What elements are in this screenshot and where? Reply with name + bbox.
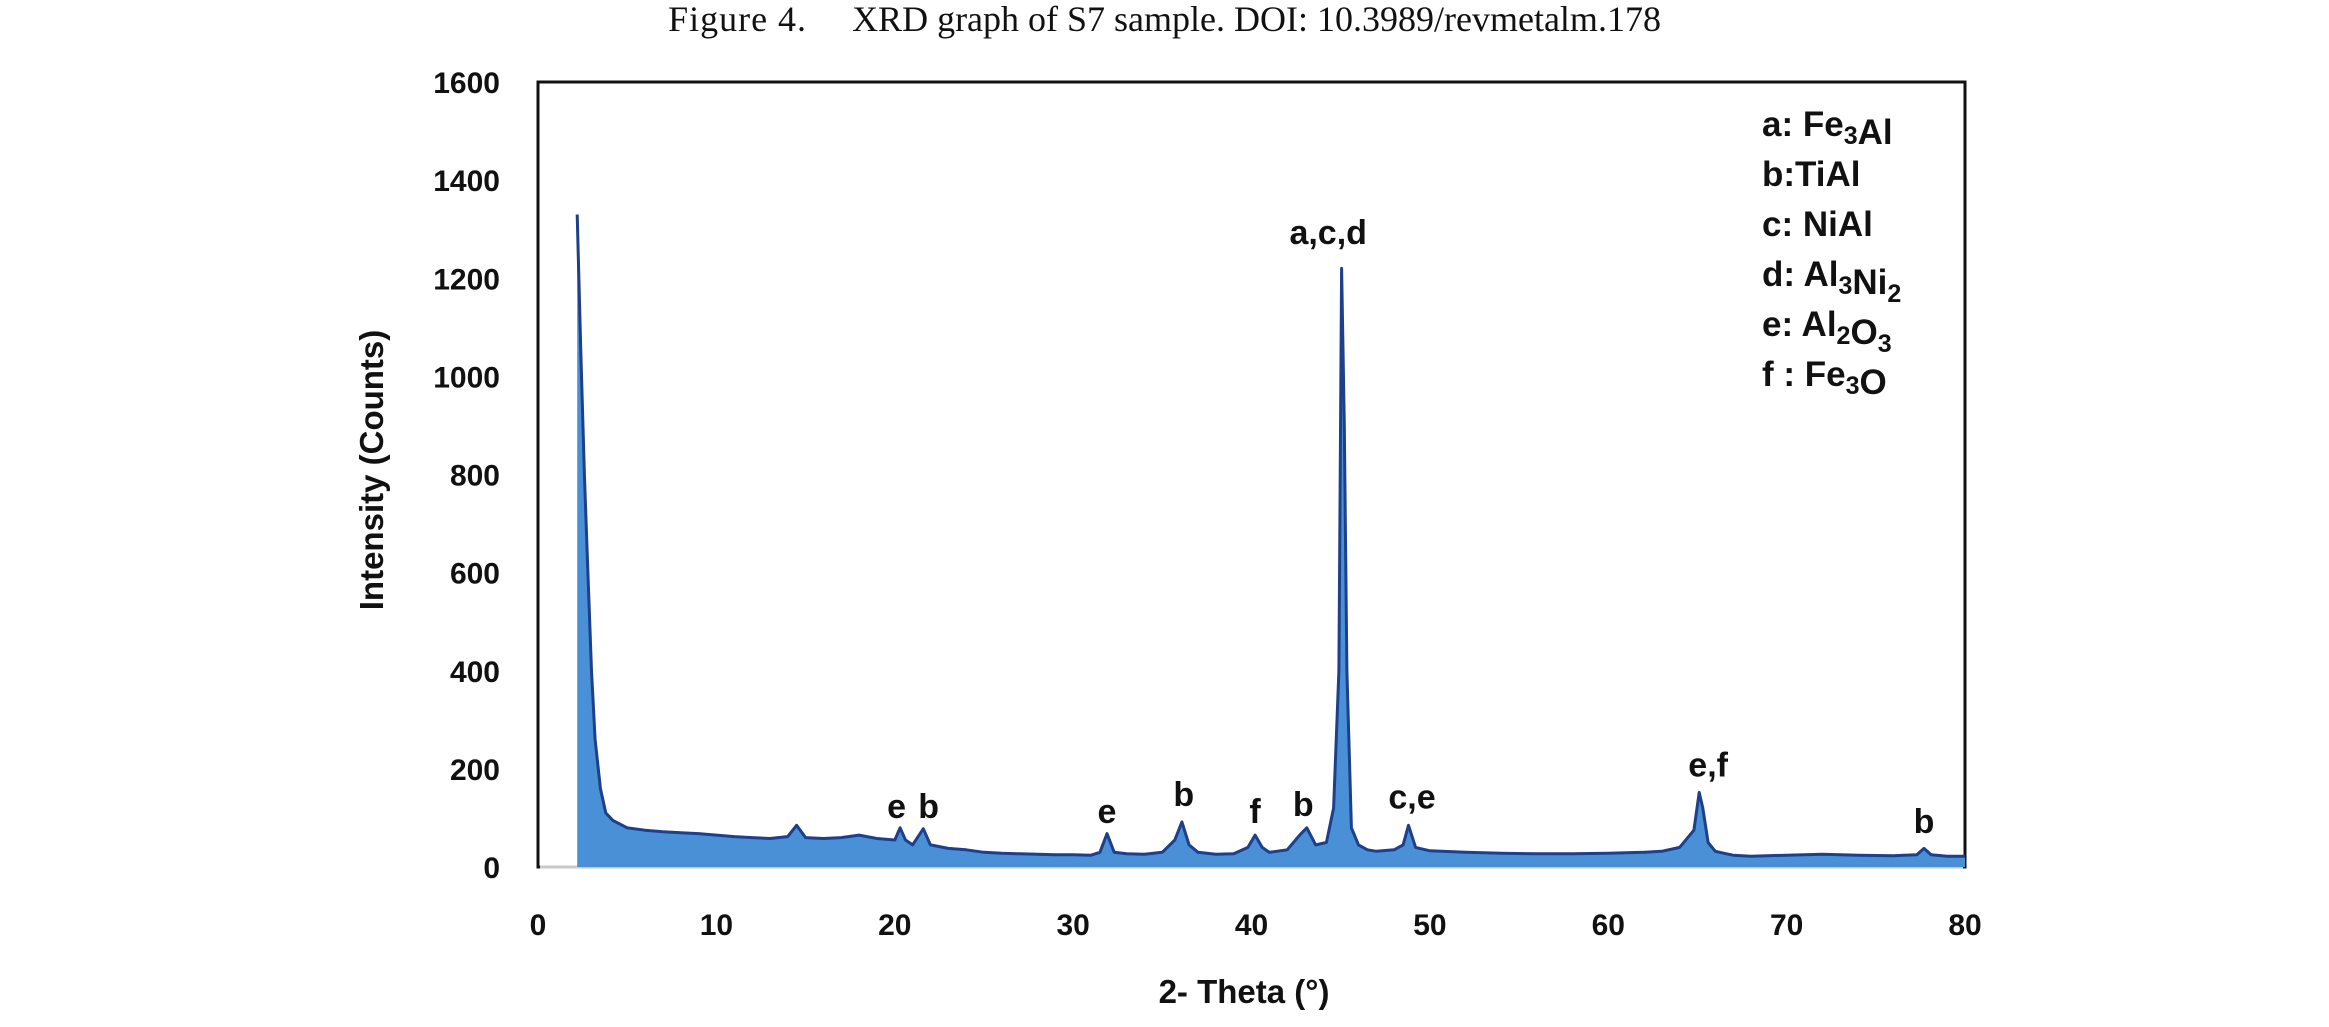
x-tick-label: 20 — [878, 909, 911, 942]
y-tick-label: 1000 — [433, 361, 500, 394]
peak-label: b — [918, 788, 939, 826]
series-area-0 — [577, 214, 1966, 867]
x-tick-label: 70 — [1770, 909, 1803, 942]
y-tick-label: 600 — [450, 558, 500, 591]
y-tick-label: 200 — [450, 754, 500, 787]
peak-label: b — [1173, 776, 1194, 814]
series-line-0 — [575, 214, 1965, 858]
legend-entry: d: Al3Ni2 — [1762, 255, 1901, 308]
x-axis-ticks: 0 10 20 30 40 50 60 70 80 — [530, 909, 1982, 942]
y-tick-label: 1600 — [433, 67, 500, 100]
peak-label: b — [1914, 803, 1935, 841]
y-tick-label: 0 — [483, 852, 500, 885]
peak-label: e — [887, 788, 906, 826]
peak-labels: e b e b f ba,c,dc,ee,fb — [887, 214, 1934, 841]
y-tick-label: 1200 — [433, 263, 500, 296]
x-tick-label: 80 — [1948, 909, 1981, 942]
peak-label: c,e — [1388, 778, 1435, 816]
peak-label: e — [1098, 793, 1117, 831]
x-tick-label: 30 — [1056, 909, 1089, 942]
y-axis-title: Intensity (Counts) — [353, 330, 390, 610]
peak-label: a,c,d — [1289, 214, 1366, 252]
y-axis-ticks: 0 200 400 600 800 1000 1200 1400 1600 — [433, 67, 500, 885]
figure-label: Figure 4. — [668, 0, 808, 39]
legend-entry: f : Fe3O — [1762, 355, 1887, 402]
figure-caption: Figure 4. XRD graph of S7 sample. DOI: 1… — [0, 0, 2329, 50]
x-tick-label: 10 — [700, 909, 733, 942]
legend-entry: b:TiAl — [1762, 155, 1861, 194]
peak-label: e,f — [1688, 747, 1728, 785]
x-tick-label: 60 — [1592, 909, 1625, 942]
figure-caption-text: XRD graph of S7 sample. DOI: 10.3989/rev… — [852, 0, 1661, 39]
peak-label: f — [1249, 793, 1261, 831]
x-tick-label: 0 — [530, 909, 547, 942]
legend-entry: e: Al2O3 — [1762, 305, 1892, 358]
y-tick-label: 800 — [450, 460, 500, 493]
plot-frame — [536, 80, 1967, 869]
x-tick-label: 40 — [1235, 909, 1268, 942]
y-tick-label: 1400 — [433, 165, 500, 198]
x-axis-title: 2- Theta (°) — [1159, 973, 1330, 1010]
peak-label: b — [1293, 786, 1314, 824]
legend-entry: a: Fe3Al — [1762, 105, 1893, 152]
legend-entry: c: NiAl — [1762, 205, 1873, 244]
data-layer — [540, 214, 1966, 869]
x-tick-label: 50 — [1413, 909, 1446, 942]
y-tick-label: 400 — [450, 656, 500, 689]
